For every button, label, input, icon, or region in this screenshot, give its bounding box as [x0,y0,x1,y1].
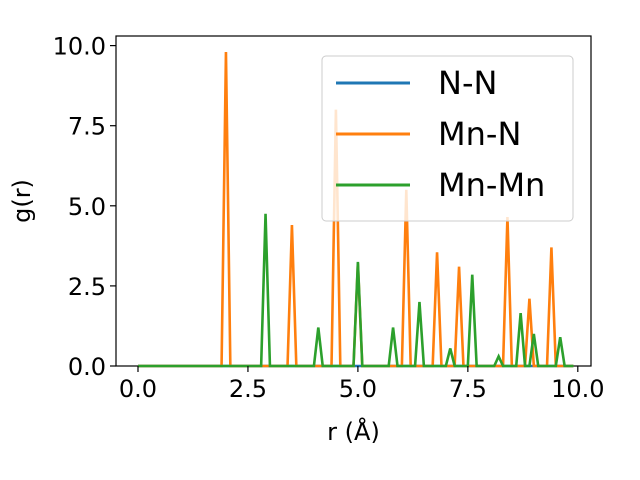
x-axis-label: r (Å) [327,417,380,446]
x-tick-label: 10.0 [551,375,604,403]
y-tick-label: 5.0 [68,193,106,221]
y-tick-label: 0.0 [68,353,106,381]
y-axis-label: g(r) [8,179,36,223]
legend-label: Mn-Mn [438,166,545,204]
y-tick-label: 7.5 [68,113,106,141]
x-tick-label: 5.0 [339,375,377,403]
x-tick-label: 7.5 [449,375,487,403]
legend-box [321,55,574,222]
x-tick-label: 0.0 [119,375,157,403]
x-tick-label: 2.5 [229,375,267,403]
plot-area [115,35,592,368]
y-axis-ticks: 0.0 2.5 5.0 7.5 10.0 [53,33,116,381]
series-layer [137,52,574,368]
series-line-mn-n [137,52,574,368]
legend: N-N Mn-N Mn-Mn [321,55,574,222]
y-tick-label: 10.0 [53,33,106,61]
legend-label: N-N [438,64,497,102]
legend-label: Mn-N [438,115,521,153]
y-tick-label: 2.5 [68,273,106,301]
x-axis-ticks: 0.0 2.5 5.0 7.5 10.0 [119,366,605,403]
series-line-mn-mn [137,213,574,368]
